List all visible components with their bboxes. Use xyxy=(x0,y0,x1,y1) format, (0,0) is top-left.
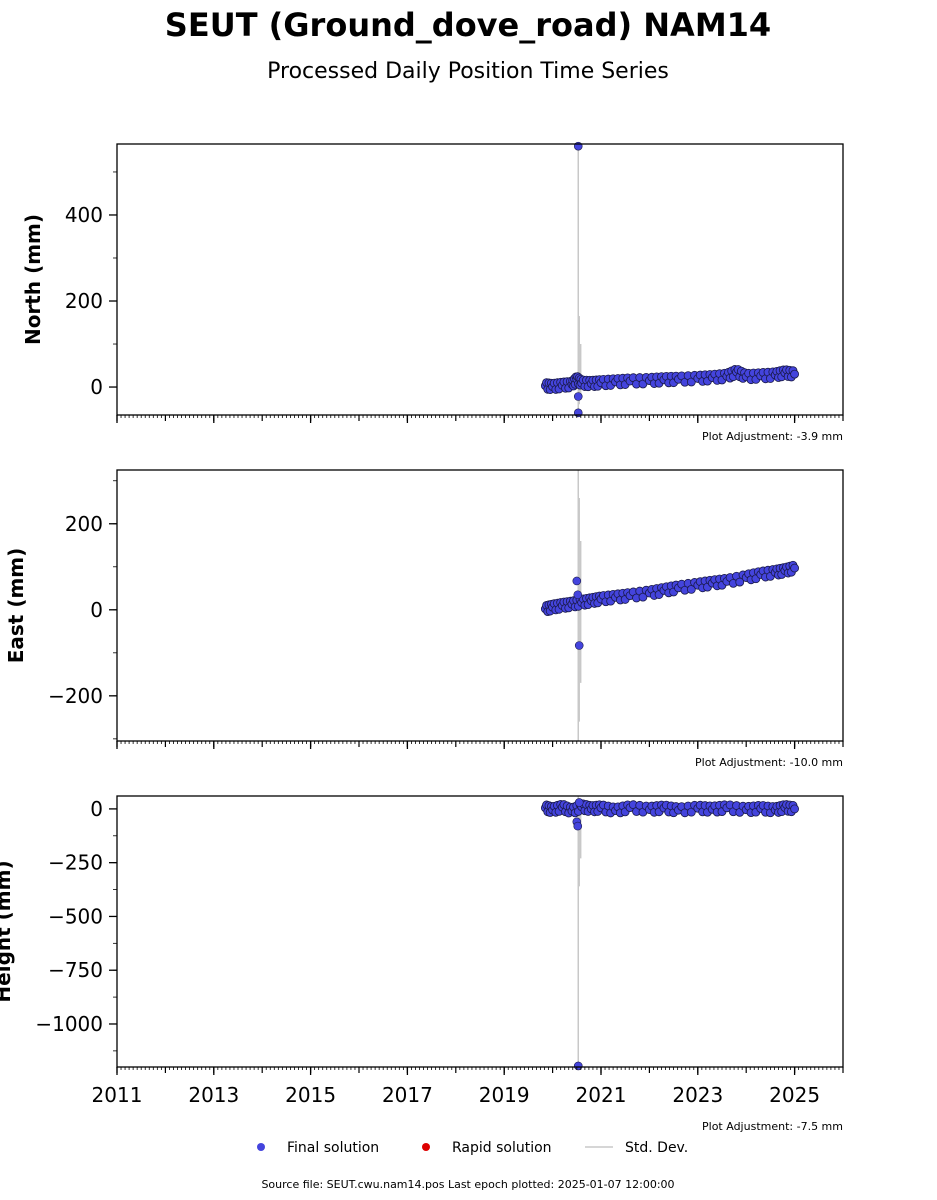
outlier-point xyxy=(574,641,584,650)
y-tick-label: 200 xyxy=(65,289,103,313)
plot-adjustment-label: Plot Adjustment: -10.0 mm xyxy=(695,756,843,769)
outlier-point xyxy=(572,576,582,586)
figure-subtitle: Processed Daily Position Time Series xyxy=(267,59,669,84)
data-point xyxy=(790,563,799,573)
panels: 0 200 400 North (mm) Plot Adjustment: -3.9 m… xyxy=(0,141,844,1133)
plot-adjustment-label: Plot Adjustment: -3.9 mm xyxy=(702,430,843,443)
legend-rapid-label: Rapid solution xyxy=(452,1140,552,1156)
y-tick-label: −750 xyxy=(48,958,103,982)
y-axis-label: East (mm) xyxy=(4,548,28,664)
panel-1: 0 200 400 North (mm) Plot Adjustment: -3.9 m… xyxy=(21,141,844,443)
y-tick-label: 200 xyxy=(65,512,103,536)
data-point xyxy=(735,577,745,587)
outlier-point xyxy=(573,392,583,401)
outlier-point xyxy=(573,1061,583,1071)
y-axis-label: North (mm) xyxy=(21,214,45,345)
x-tick-label: 2013 xyxy=(188,1083,239,1107)
y-tick-label: −500 xyxy=(48,904,103,928)
data-point xyxy=(790,804,799,814)
y-tick-label: −200 xyxy=(48,684,103,708)
x-tick-label: 2019 xyxy=(479,1083,530,1107)
x-tick-label: 2025 xyxy=(769,1083,820,1107)
panel-3: 2011 2013 2015 2017 2019 2021 2023 2025 −1000 −75… xyxy=(0,795,844,1133)
x-tick-label: 2023 xyxy=(672,1083,723,1107)
legend-final-label: Final solution xyxy=(287,1140,379,1156)
legend-final-marker xyxy=(257,1143,265,1151)
legend: Final solution Rapid solution Std. Dev. xyxy=(257,1140,688,1156)
x-tick-label: 2015 xyxy=(285,1083,336,1107)
outlier-point xyxy=(573,821,583,831)
plot-frame xyxy=(116,469,844,742)
legend-std-label: Std. Dev. xyxy=(625,1140,688,1156)
y-tick-label: 400 xyxy=(65,203,103,227)
y-tick-label: 0 xyxy=(90,797,103,821)
x-tick-label: 2011 xyxy=(92,1083,143,1107)
y-tick-label: 0 xyxy=(90,598,103,622)
y-tick-label: −1000 xyxy=(35,1012,103,1036)
y-tick-label: −250 xyxy=(48,851,103,875)
figure-title: SEUT (Ground_dove_road) NAM14 xyxy=(165,6,771,44)
y-tick-label: 0 xyxy=(90,375,103,399)
data-point xyxy=(790,369,799,379)
outlier-point xyxy=(574,798,584,807)
x-tick-label: 2021 xyxy=(576,1083,627,1107)
y-axis-label: Height (mm) xyxy=(0,860,15,1002)
x-tick-label: 2017 xyxy=(382,1083,433,1107)
plot-frame xyxy=(116,795,844,1068)
outlier-point xyxy=(573,590,583,600)
plot-adjustment-label: Plot Adjustment: -7.5 mm xyxy=(702,1120,843,1133)
legend-rapid-marker xyxy=(422,1143,430,1151)
source-footer: Source file: SEUT.cwu.nam14.pos Last epo… xyxy=(261,1178,674,1191)
panel-2: −200 0 200 East (mm) Plot Adjustment: -10.0 … xyxy=(4,469,844,769)
